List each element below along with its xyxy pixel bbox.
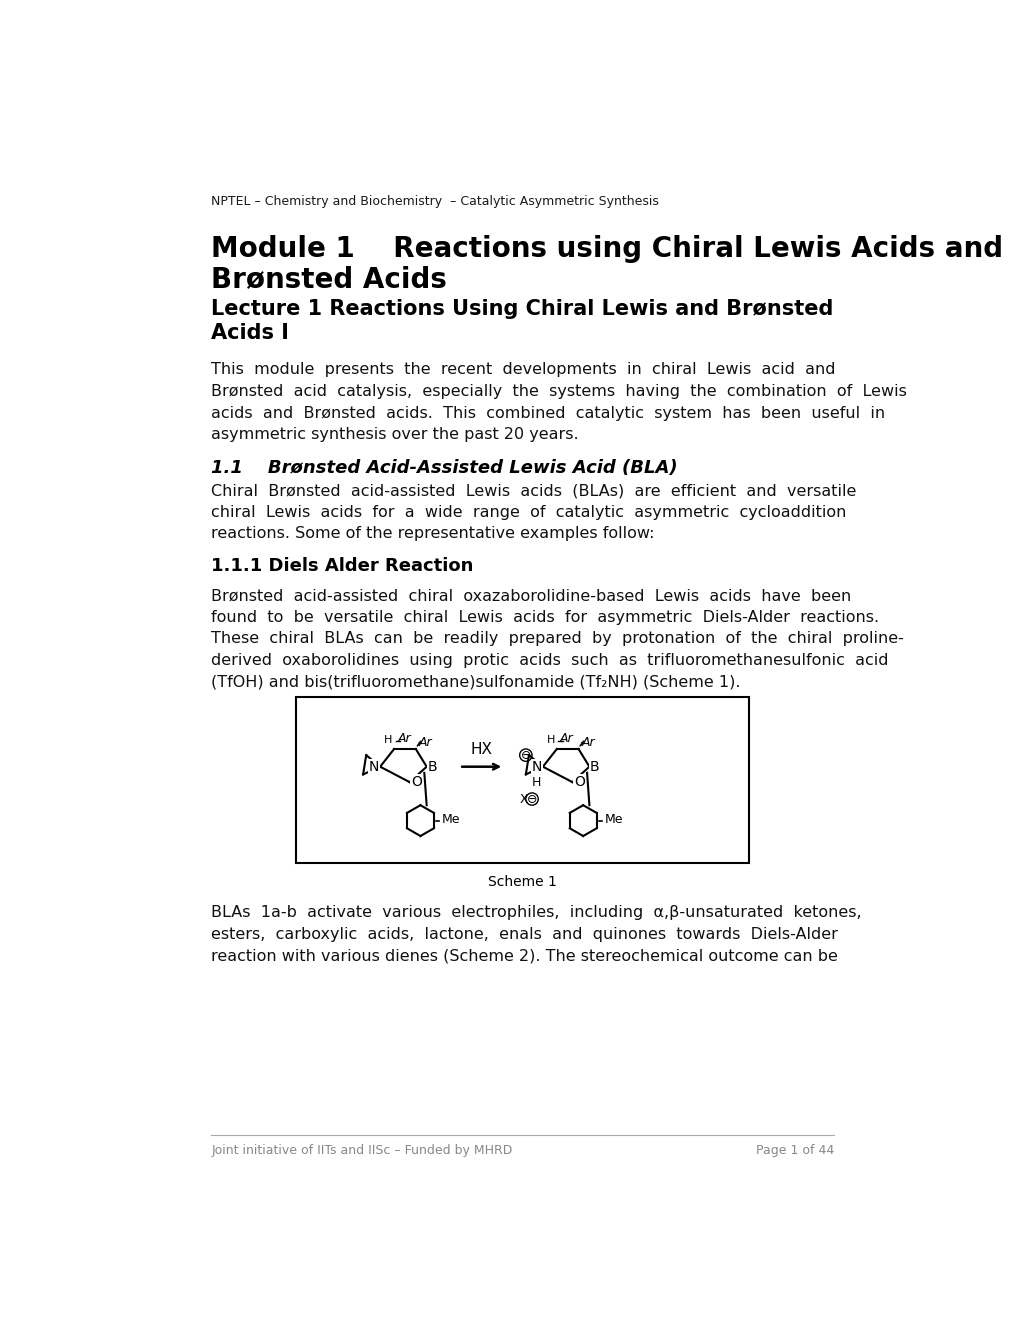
Text: NPTEL – Chemistry and Biochemistry  – Catalytic Asymmetric Synthesis: NPTEL – Chemistry and Biochemistry – Cat… xyxy=(211,195,658,209)
Text: Brønsted  acid  catalysis,  especially  the  systems  having  the  combination  : Brønsted acid catalysis, especially the … xyxy=(211,384,906,399)
Text: H: H xyxy=(383,735,391,744)
Text: Ar: Ar xyxy=(581,737,595,750)
Text: ⊖: ⊖ xyxy=(520,748,531,762)
Text: asymmetric synthesis over the past 20 years.: asymmetric synthesis over the past 20 ye… xyxy=(211,428,578,442)
Text: These  chiral  BLAs  can  be  readily  prepared  by  protonation  of  the  chira: These chiral BLAs can be readily prepare… xyxy=(211,631,903,647)
Text: 1.1    Brønsted Acid-Assisted Lewis Acid (BLA): 1.1 Brønsted Acid-Assisted Lewis Acid (B… xyxy=(211,459,678,477)
Text: found  to  be  versatile  chiral  Lewis  acids  for  asymmetric  Diels-Alder  re: found to be versatile chiral Lewis acids… xyxy=(211,610,878,624)
Text: H: H xyxy=(546,735,554,744)
Text: H: H xyxy=(532,776,541,788)
Text: HX: HX xyxy=(470,742,492,756)
Text: 1.1.1 Diels Alder Reaction: 1.1.1 Diels Alder Reaction xyxy=(211,557,473,576)
Text: Me: Me xyxy=(441,813,461,825)
Text: Module 1    Reactions using Chiral Lewis Acids and: Module 1 Reactions using Chiral Lewis Ac… xyxy=(211,235,1003,264)
Text: Chiral  Brønsted  acid-assisted  Lewis  acids  (BLAs)  are  efficient  and  vers: Chiral Brønsted acid-assisted Lewis acid… xyxy=(211,483,856,499)
Text: ⊖: ⊖ xyxy=(526,792,537,805)
Text: N: N xyxy=(531,760,541,774)
Text: reactions. Some of the representative examples follow:: reactions. Some of the representative ex… xyxy=(211,527,654,541)
Text: Brønsted Acids: Brønsted Acids xyxy=(211,264,446,293)
Text: derived  oxaborolidines  using  protic  acids  such  as  trifluoromethanesulfoni: derived oxaborolidines using protic acid… xyxy=(211,653,888,668)
Text: Acids I: Acids I xyxy=(211,323,288,343)
Text: BLAs  1a-b  activate  various  electrophiles,  including  α,β-unsaturated  keton: BLAs 1a-b activate various electrophiles… xyxy=(211,906,861,920)
Text: This  module  presents  the  recent  developments  in  chiral  Lewis  acid  and: This module presents the recent developm… xyxy=(211,363,835,378)
Text: (TfOH) and bis(trifluoromethane)sulfonamide (Tf₂NH) (Scheme 1).: (TfOH) and bis(trifluoromethane)sulfonam… xyxy=(211,675,740,689)
Text: Lecture 1 Reactions Using Chiral Lewis and Brønsted: Lecture 1 Reactions Using Chiral Lewis a… xyxy=(211,298,833,318)
Text: esters,  carboxylic  acids,  lactone,  enals  and  quinones  towards  Diels-Alde: esters, carboxylic acids, lactone, enals… xyxy=(211,927,838,942)
Text: X: X xyxy=(520,792,528,805)
Text: B: B xyxy=(589,760,599,774)
Text: Scheme 1: Scheme 1 xyxy=(488,875,556,888)
Text: Ar: Ar xyxy=(396,731,411,744)
Text: O: O xyxy=(574,775,584,789)
Text: Ar: Ar xyxy=(559,731,573,744)
Bar xyxy=(297,697,748,863)
Text: Ar: Ar xyxy=(419,737,432,750)
Text: acids  and  Brønsted  acids.  This  combined  catalytic  system  has  been  usef: acids and Brønsted acids. This combined … xyxy=(211,405,884,421)
Text: O: O xyxy=(411,775,422,789)
Text: Joint initiative of IITs and IISc – Funded by MHRD: Joint initiative of IITs and IISc – Fund… xyxy=(211,1144,513,1158)
Text: Page 1 of 44: Page 1 of 44 xyxy=(755,1144,834,1158)
Text: N: N xyxy=(369,760,379,774)
Text: Me: Me xyxy=(604,813,623,825)
Text: B: B xyxy=(427,760,436,774)
Text: chiral  Lewis  acids  for  a  wide  range  of  catalytic  asymmetric  cycloaddit: chiral Lewis acids for a wide range of c… xyxy=(211,506,846,520)
Text: Brønsted  acid-assisted  chiral  oxazaborolidine-based  Lewis  acids  have  been: Brønsted acid-assisted chiral oxazaborol… xyxy=(211,589,851,603)
Text: reaction with various dienes (Scheme 2). The stereochemical outcome can be: reaction with various dienes (Scheme 2).… xyxy=(211,949,838,964)
